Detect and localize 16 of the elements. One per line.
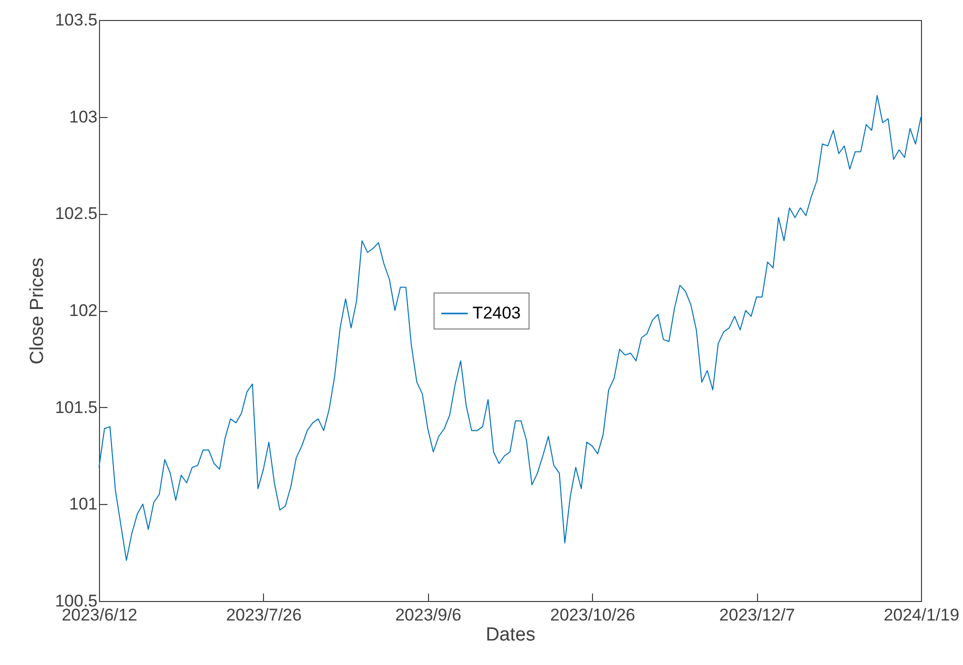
x-tick-label: 2023/6/12: [62, 606, 138, 624]
line-series: [98, 95, 922, 561]
y-tick-label: 101: [69, 494, 98, 514]
y-tick-label: 103: [69, 107, 98, 126]
y-axis-title: Close Prices: [26, 258, 48, 364]
x-tick-label: 2023/9/6: [395, 606, 462, 624]
x-tick-label: 2023/12/7: [719, 606, 795, 624]
x-axis-title: Dates: [486, 624, 536, 646]
x-tick-label: 2023/10/26: [550, 606, 636, 624]
y-tick-label: 103.5: [54, 10, 98, 30]
y-tick-label: 101.5: [54, 398, 98, 417]
legend-label: T2403: [472, 304, 521, 322]
x-tick-label: 2023/7/26: [226, 606, 302, 624]
x-tick-label: 2024/1/19: [884, 606, 960, 624]
y-tick-label: 102: [69, 301, 98, 320]
y-tick-label: 102.5: [54, 204, 98, 224]
